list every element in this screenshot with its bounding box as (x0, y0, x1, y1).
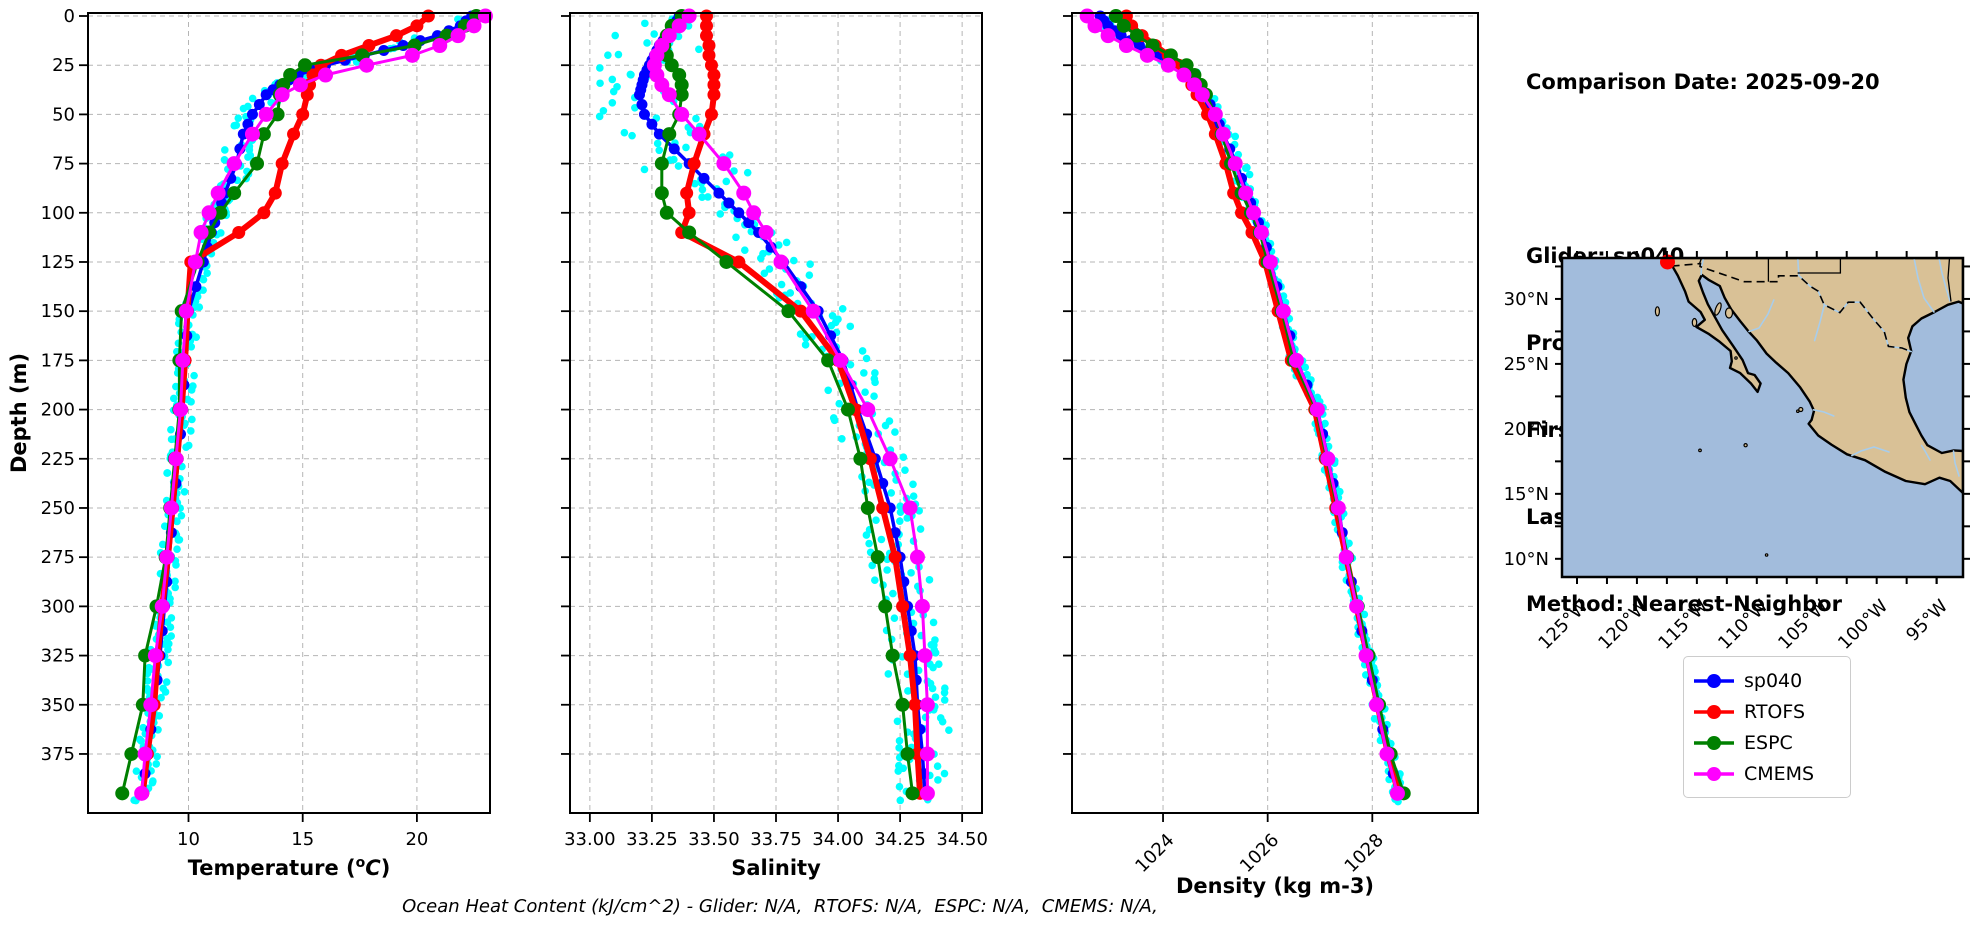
svg-text:25: 25 (52, 55, 75, 76)
legend-item-sp040: sp040 (1692, 665, 1840, 696)
svg-text:34.25: 34.25 (874, 829, 926, 850)
state-borders (1698, 258, 1952, 302)
legend-label: CMEMS (1744, 762, 1815, 785)
svg-text:275: 275 (41, 547, 75, 568)
glider-raw-scatter (1095, 16, 1405, 806)
series-CMEMS (1079, 8, 1405, 801)
temperature-profile-chart: 10 15 200255075100125150175200225250275300… (7, 6, 493, 880)
svg-text:1024: 1024 (1131, 830, 1178, 877)
legend-label: RTOFS (1744, 700, 1806, 723)
map-ticks (1555, 251, 1970, 584)
series-ESPC (1108, 9, 1411, 801)
salinity-profile-chart: 33.00 33.25 33.50 33.75 34.00 34.25 34.50 Salin… (561, 8, 988, 880)
legend-label: sp040 (1744, 669, 1803, 692)
svg-text:34.00: 34.00 (812, 829, 864, 850)
svg-text:150: 150 (41, 301, 75, 322)
us-mexico-border (1671, 262, 1912, 353)
svg-text:10°N: 10°N (1504, 549, 1549, 570)
location-map-canvas: 30°N 25°N 20°N 15°N 10°N 125°W 120°W 115°W 110°W… (1504, 251, 1970, 654)
series-sp040 (633, 10, 931, 799)
svg-text:10: 10 (177, 829, 200, 850)
svg-text:33.75: 33.75 (750, 829, 802, 850)
islands (1654, 302, 1804, 557)
svg-text:20: 20 (405, 829, 428, 850)
svg-text:175: 175 (41, 350, 75, 371)
comparison-date-text: Comparison Date: 2025-09-20 (1526, 70, 1880, 94)
location-map: 30°N 25°N 20°N 15°N 10°N 125°W 120°W 115°W 110°W… (1440, 240, 1978, 704)
svg-text:1028: 1028 (1341, 830, 1388, 877)
legend-item-espc: ESPC (1692, 727, 1840, 758)
legend-line-sample (1694, 766, 1734, 781)
svg-text:125°W: 125°W (1534, 596, 1592, 654)
legend-line-sample (1694, 673, 1734, 688)
legend-line-sample (1694, 735, 1734, 750)
svg-text:125: 125 (41, 252, 75, 273)
svg-text:33.50: 33.50 (688, 829, 740, 850)
svg-text:Depth (m): Depth (m) (7, 353, 31, 473)
legend-line-sample (1694, 704, 1734, 719)
svg-text:Temperature (oC): Temperature (oC) (188, 855, 391, 880)
svg-text:Salinity: Salinity (731, 856, 821, 880)
svg-text:115°W: 115°W (1654, 596, 1712, 654)
svg-text:15: 15 (291, 829, 314, 850)
svg-text:33.25: 33.25 (626, 829, 678, 850)
svg-text:1026: 1026 (1236, 830, 1283, 877)
svg-text:325: 325 (41, 646, 75, 667)
svg-text:375: 375 (41, 744, 75, 765)
svg-text:33.00: 33.00 (564, 829, 616, 850)
map-frame (1560, 256, 1965, 579)
series-RTOFS (675, 9, 927, 800)
series-CMEMS (134, 8, 493, 801)
svg-text:300: 300 (41, 596, 75, 617)
svg-text:50: 50 (52, 104, 75, 125)
svg-text:Density (kg m-3): Density (kg m-3) (1176, 874, 1374, 898)
legend-label: ESPC (1744, 731, 1793, 754)
land-area (1668, 258, 1963, 495)
series-CMEMS (646, 8, 935, 801)
svg-text:250: 250 (41, 498, 75, 519)
svg-text:100: 100 (41, 203, 75, 224)
ocean-heat-content-text: Ocean Heat Content (kJ/cm^2) - Glider: N… (402, 896, 1158, 917)
svg-text:350: 350 (41, 695, 75, 716)
svg-text:120°W: 120°W (1594, 596, 1652, 654)
svg-text:200: 200 (41, 400, 75, 421)
info-spacer (1526, 155, 1880, 184)
svg-text:15°N: 15°N (1504, 484, 1549, 505)
series-sp040 (1094, 10, 1404, 799)
svg-text:25°N: 25°N (1504, 354, 1549, 375)
legend-item-cmems: CMEMS (1692, 758, 1840, 789)
svg-text:100°W: 100°W (1834, 596, 1892, 654)
svg-text:110°W: 110°W (1714, 596, 1772, 654)
method-text: Method: Nearest-Neighbor (1526, 592, 1842, 616)
svg-text:95°W: 95°W (1902, 596, 1952, 646)
legend: sp040 RTOFS ESPC CMEMS (1683, 656, 1851, 798)
svg-text:0: 0 (64, 6, 75, 27)
svg-text:34.50: 34.50 (936, 829, 988, 850)
svg-text:20°N: 20°N (1504, 419, 1549, 440)
svg-text:75: 75 (52, 154, 75, 175)
svg-text:105°W: 105°W (1774, 596, 1832, 654)
svg-text:30°N: 30°N (1504, 289, 1549, 310)
legend-item-rtofs: RTOFS (1692, 696, 1840, 727)
svg-text:225: 225 (41, 449, 75, 470)
